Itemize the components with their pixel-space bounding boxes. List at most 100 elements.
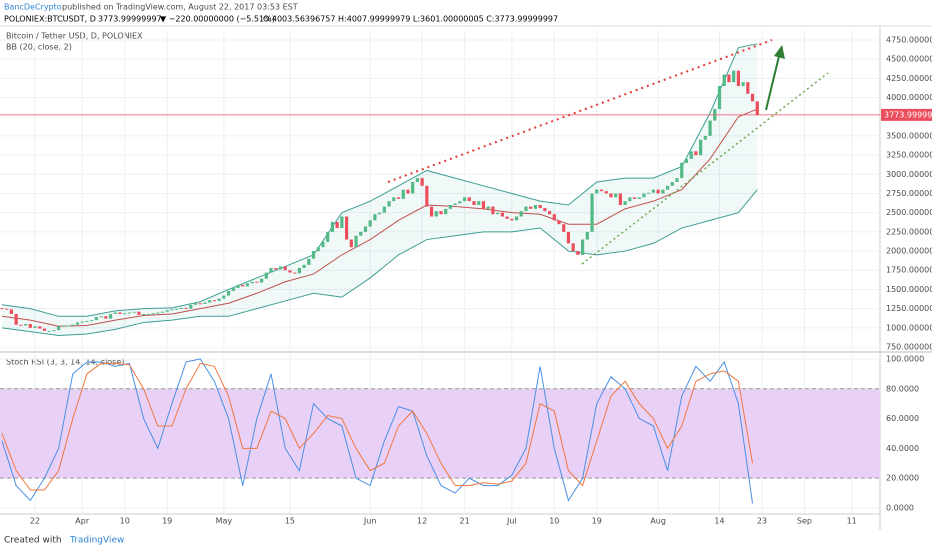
candle [151, 313, 155, 315]
candle [179, 307, 183, 309]
candle [108, 314, 113, 319]
candle [533, 205, 538, 209]
change: ▼ −220.00000000 (−5.51%) [160, 15, 275, 24]
candle [632, 197, 637, 199]
candle [500, 212, 504, 217]
candle [137, 311, 141, 315]
y-tick-label: 3500.00000000 [886, 131, 932, 140]
candle [543, 208, 547, 212]
candle [382, 206, 386, 213]
candle [94, 317, 98, 321]
x-tick-label: Jun [363, 517, 377, 526]
candle [576, 251, 580, 255]
candle [193, 303, 198, 305]
candle [557, 220, 561, 225]
candle [274, 267, 278, 270]
candle [321, 241, 325, 248]
candle [477, 201, 481, 206]
candle [439, 211, 443, 215]
x-tick-label: Jul [506, 517, 517, 526]
candle [293, 272, 297, 274]
candle [703, 135, 707, 140]
candle [255, 281, 259, 283]
candle [189, 304, 193, 309]
candle [656, 189, 660, 194]
x-tick-label: 11 [847, 517, 857, 526]
candle [354, 235, 358, 248]
candle [113, 312, 117, 315]
candle [448, 205, 453, 209]
candle [387, 201, 391, 207]
arrow-head [774, 45, 785, 59]
y-tick-label: 1500.00000000 [886, 285, 932, 294]
candle [141, 314, 146, 316]
candle [736, 70, 740, 87]
candle [717, 86, 722, 110]
indicator-label: BB (20, close, 2) [6, 43, 72, 52]
x-tick-label: 12 [417, 517, 427, 526]
y-tick-label: 3250.00000000 [886, 151, 932, 160]
x-tick-label: Sep [797, 517, 812, 526]
candle [552, 214, 556, 221]
y-tick-label: 1000.00000000 [886, 323, 932, 332]
candle [241, 284, 245, 287]
candle [335, 221, 339, 229]
bb-upper [1, 43, 758, 317]
candle [344, 216, 349, 240]
x-tick-label: 14 [714, 517, 724, 526]
candle [401, 189, 405, 199]
candle [378, 212, 382, 215]
candle [349, 239, 353, 248]
candle [99, 316, 103, 318]
y-tick-label: 750.00000000 [886, 343, 932, 352]
candle [481, 201, 486, 209]
candle [203, 302, 207, 305]
candle [684, 158, 689, 163]
candle [288, 270, 292, 273]
candle [23, 323, 28, 326]
candle [732, 70, 736, 83]
candle [665, 185, 670, 190]
candle [680, 162, 684, 179]
bb-basis [1, 108, 758, 327]
x-tick-label: Apr [75, 517, 90, 526]
candle [472, 201, 476, 206]
stoch-line [1, 362, 754, 491]
candle [326, 231, 330, 242]
candle [406, 189, 410, 194]
candle [52, 330, 56, 332]
candle [5, 308, 9, 310]
candle [260, 278, 264, 283]
footer-brand[interactable]: TradingView [69, 536, 124, 546]
candle [90, 320, 94, 322]
candle [623, 201, 627, 206]
candle [368, 220, 372, 227]
y-tick-label: 40.0000 [886, 444, 919, 453]
x-tick-label: May [216, 517, 233, 526]
candle [316, 247, 320, 252]
candle [14, 314, 18, 325]
candle [311, 251, 316, 259]
candle [226, 290, 231, 296]
candle [547, 211, 552, 215]
candle [217, 298, 221, 301]
candle [127, 312, 132, 314]
price: 3773.99999997 [98, 15, 162, 24]
plot: 750.00000000 1000.00000000 1250.00000000 15… [0, 30, 932, 526]
candle [415, 178, 419, 182]
candle [727, 74, 731, 83]
candle [722, 74, 726, 87]
candle [66, 325, 70, 327]
candle [264, 272, 268, 279]
candle [47, 330, 51, 332]
author[interactable]: BancDeCrypto [4, 3, 62, 12]
candle [458, 201, 462, 204]
candle [420, 178, 424, 186]
candle [741, 82, 745, 87]
x-tick-label: 19 [162, 517, 172, 526]
y-tick-label: 1250.00000000 [886, 304, 932, 313]
candle [170, 309, 174, 311]
candle [359, 231, 363, 236]
candle [585, 231, 589, 240]
